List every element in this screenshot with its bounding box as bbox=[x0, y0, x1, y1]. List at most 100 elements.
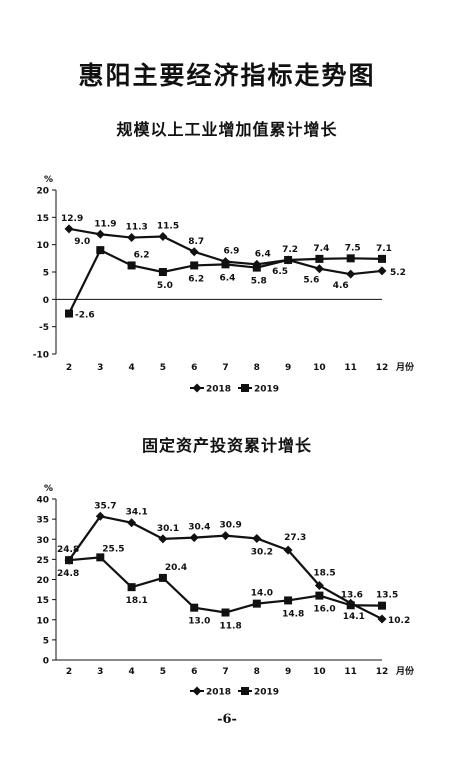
x-tick-label: 12 bbox=[376, 667, 389, 677]
y-tick-label: 0 bbox=[43, 657, 49, 667]
legend-marker-2019 bbox=[241, 687, 249, 695]
industrial-growth-chart: % -10 -5 0 5 10 15 20 2 3 4 5 6 7 8 9 10 11 12 月份 12.9 11.9 11… bbox=[33, 175, 415, 395]
legend-marker-2018 bbox=[192, 383, 202, 393]
data-point-2019 bbox=[127, 261, 136, 270]
data-label-2019: 11.8 bbox=[220, 622, 242, 632]
data-point-2019 bbox=[315, 591, 324, 600]
y-tick-label: 30 bbox=[36, 536, 49, 546]
data-label-2018: 30.9 bbox=[220, 521, 242, 531]
data-point-2019 bbox=[315, 254, 324, 263]
data-point-2019 bbox=[252, 263, 261, 272]
data-point-2019 bbox=[96, 553, 105, 562]
data-point-2018 bbox=[189, 533, 199, 543]
data-label-2018: 11.5 bbox=[157, 221, 179, 231]
data-label-2019: 6.2 bbox=[134, 250, 150, 260]
y-tick-label: 0 bbox=[43, 296, 49, 306]
x-tick-label: 3 bbox=[97, 363, 103, 373]
y-tick-label: -5 bbox=[39, 323, 49, 333]
y-tick-label: 40 bbox=[36, 496, 49, 506]
x-tick-label: 10 bbox=[313, 667, 326, 677]
y-tick-label: 5 bbox=[43, 636, 49, 646]
x-tick-label: 5 bbox=[160, 363, 166, 373]
legend-marker-2018 bbox=[192, 686, 202, 696]
x-tick-label: 3 bbox=[97, 667, 103, 677]
data-label-2018: 8.7 bbox=[188, 237, 204, 247]
data-point-2018 bbox=[221, 531, 230, 541]
chart-title-industrial: 规模以上工业增加值累计增长 bbox=[116, 120, 338, 139]
data-point-2018 bbox=[127, 518, 137, 528]
data-label-2018: 5.2 bbox=[390, 268, 406, 278]
y-axis-unit-label: % bbox=[44, 484, 53, 494]
data-point-2019 bbox=[284, 596, 293, 605]
data-label-2019: 16.0 bbox=[313, 605, 335, 615]
x-tick-label: 9 bbox=[285, 667, 291, 677]
x-tick-label: 4 bbox=[128, 363, 134, 373]
page-title: 惠阳主要经济指标走势图 bbox=[78, 61, 376, 90]
data-point-2019 bbox=[65, 556, 73, 565]
data-label-2019: 14.0 bbox=[251, 589, 273, 599]
x-tick-label: 2 bbox=[66, 363, 72, 373]
page-number: -6- bbox=[217, 712, 237, 727]
y-tick-label: 35 bbox=[36, 516, 49, 526]
data-label-2018: 30.2 bbox=[251, 547, 273, 557]
data-label-2018: 35.7 bbox=[94, 501, 116, 511]
y-axis-unit-label: % bbox=[44, 175, 53, 185]
data-point-2018 bbox=[127, 233, 137, 243]
data-point-2019 bbox=[284, 255, 293, 264]
x-tick-label: 11 bbox=[344, 667, 357, 677]
data-point-2019 bbox=[127, 583, 136, 592]
legend-label-2019: 2019 bbox=[254, 688, 279, 698]
data-point-2018 bbox=[314, 581, 324, 591]
data-point-2019 bbox=[346, 254, 355, 263]
data-point-2019 bbox=[252, 599, 261, 608]
data-label-2018: 4.6 bbox=[333, 281, 349, 291]
x-axis-unit-label: 月份 bbox=[395, 361, 415, 373]
x-tick-label: 7 bbox=[222, 363, 228, 373]
data-point-2018 bbox=[314, 264, 324, 274]
data-point-2019 bbox=[346, 601, 355, 610]
data-point-2019 bbox=[221, 260, 230, 269]
data-label-2019: 20.4 bbox=[165, 563, 187, 573]
data-label-2018: 11.3 bbox=[126, 223, 148, 233]
data-label-2018: 14.1 bbox=[343, 612, 365, 622]
data-point-2018 bbox=[158, 534, 168, 544]
data-label-2019: -2.6 bbox=[75, 311, 95, 321]
data-point-2018 bbox=[377, 614, 387, 624]
data-label-2018: 24.8 bbox=[57, 545, 79, 555]
x-tick-label: 2 bbox=[66, 667, 72, 677]
data-point-2018 bbox=[283, 545, 293, 555]
data-label-2018: 12.9 bbox=[61, 214, 83, 224]
data-point-2019 bbox=[65, 309, 73, 318]
data-label-2018: 11.9 bbox=[94, 219, 116, 229]
data-label-2018: 10.2 bbox=[388, 616, 410, 626]
data-label-2018: 18.5 bbox=[313, 569, 335, 579]
data-point-2019 bbox=[221, 608, 230, 617]
data-label-2019: 25.5 bbox=[102, 544, 124, 554]
data-label-2019: 7.1 bbox=[376, 244, 392, 254]
x-tick-label: 4 bbox=[128, 667, 134, 677]
data-point-2018 bbox=[158, 231, 168, 241]
x-tick-label: 11 bbox=[344, 363, 357, 373]
data-label-2019: 14.8 bbox=[282, 609, 304, 619]
data-point-2019 bbox=[158, 573, 167, 582]
legend-label-2018: 2018 bbox=[206, 688, 231, 698]
data-point-2019 bbox=[96, 246, 105, 255]
data-label-2018: 6.9 bbox=[224, 247, 240, 257]
x-tick-label: 8 bbox=[254, 667, 260, 677]
investment-growth-chart: % 0 5 10 15 20 25 30 35 40 2 3 4 5 6 7 8 9 10 11 12 月份 24.8 35.… bbox=[36, 484, 415, 698]
data-point-2018 bbox=[252, 533, 262, 543]
data-point-2018 bbox=[189, 247, 199, 257]
x-tick-label: 8 bbox=[254, 363, 260, 373]
data-label-2019: 24.8 bbox=[57, 569, 79, 579]
data-point-2018 bbox=[95, 511, 105, 521]
x-tick-label: 7 bbox=[222, 667, 228, 677]
data-label-2018: 30.4 bbox=[188, 523, 210, 533]
x-tick-label: 12 bbox=[376, 363, 389, 373]
x-axis-unit-label: 月份 bbox=[395, 665, 415, 677]
legend-marker-2019 bbox=[241, 384, 249, 392]
data-label-2019: 9.0 bbox=[74, 237, 90, 247]
data-label-2019: 7.2 bbox=[282, 245, 298, 255]
y-tick-label: 20 bbox=[36, 187, 49, 197]
legend-label-2019: 2019 bbox=[254, 385, 279, 395]
data-label-2018: 6.4 bbox=[255, 249, 271, 259]
